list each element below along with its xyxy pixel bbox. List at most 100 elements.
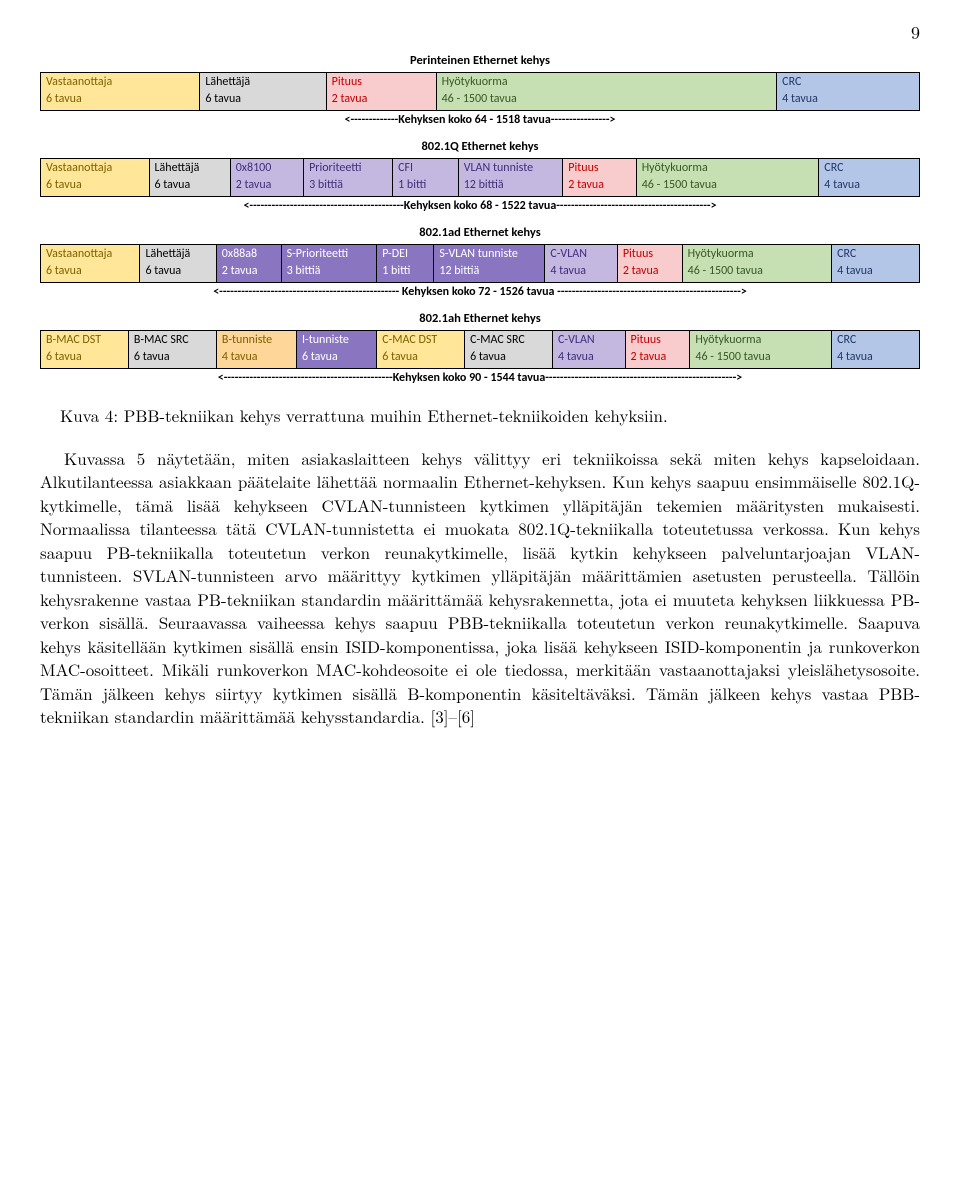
page-number: 9 [40,20,920,45]
cell-size: 46 - 1500 tavua [688,264,826,279]
frame-cell: 0x88a8 2 tavua [217,245,282,282]
frame-cell: CRC4 tavua [777,73,919,110]
frame-cell: Hyötykuorma 46 - 1500 tavua [637,159,820,196]
frame-cell: S-Prioriteetti 3 bittiä [282,245,378,282]
cell-size: 4 tavua [837,264,914,279]
cell-size: 46 - 1500 tavua [642,178,814,193]
cell-size: 12 bittiä [439,264,539,279]
cell-label: S-VLAN tunniste [439,247,539,262]
cell-label: B-tunniste [222,333,291,348]
frame-cell: B-MAC DST 6 tavua [41,331,129,368]
frame-cell: C-VLAN 4 tavua [545,245,618,282]
cell-size: 4 tavua [824,178,914,193]
cell-size: 4 tavua [837,350,914,365]
cell-size: 6 tavua [134,350,211,365]
cell-size: 1 bitti [382,264,428,279]
frame-cell: Hyötykuorma 46 - 1500 tavua [683,245,832,282]
frame-cell: I-tunniste6 tavua [297,331,377,368]
frame-cell: CRC4 tavua [819,159,919,196]
frame-row: B-MAC DST 6 tavua B-MAC SRC 6 tavua B-tunnis… [40,330,920,369]
frame-cell: B-tunniste 4 tavua [217,331,297,368]
frame-cell: C-MAC DST 6 tavua [377,331,465,368]
cell-label: CRC [837,333,914,348]
frame-cell: S-VLAN tunniste 12 bittiä [434,245,545,282]
cell-label: Pituus [332,75,431,90]
cell-label: Lähettäjä [205,75,320,90]
figure-caption: Kuva 4: PBB-tekniikan kehys verrattuna m… [60,403,920,427]
cell-size: 12 bittiä [464,178,558,193]
cell-label: S-Prioriteetti [287,247,372,262]
cell-label: P-DEI [382,247,428,262]
frame-cell: B-MAC SRC 6 tavua [129,331,217,368]
frame-cell: Hyötykuorma 46 - 1500 tavua [690,331,832,368]
cell-size: 46 - 1500 tavua [695,350,826,365]
cell-label: CRC [837,247,914,262]
cell-size: 6 tavua [46,92,194,107]
cell-label: Pituus [623,247,677,262]
cell-label: Vastaanottaja [46,161,144,176]
cell-label: C-VLAN [558,333,620,348]
frame-title: 802.1ah Ethernet kehys [40,311,920,326]
cell-size: 3 bittiä [309,178,387,193]
cell-size: 46 - 1500 tavua [442,92,772,107]
cell-size: 6 tavua [302,350,371,365]
cell-label: Vastaanottaja [46,247,134,262]
cell-label: Hyötykuorma [688,247,826,262]
cell-size: 6 tavua [46,350,123,365]
cell-label: C-MAC SRC [470,333,547,348]
frame-size-line: <-------------Kehyksen koko 64 - 1518 ta… [40,113,920,127]
frame-cell: Vastaanottaja 6 tavua [41,73,200,110]
cell-size: 4 tavua [782,92,914,107]
cell-label: Pituus [568,161,630,176]
cell-size: 6 tavua [46,264,134,279]
cell-label: Hyötykuorma [695,333,826,348]
cell-label: B-MAC SRC [134,333,211,348]
cell-label: Prioriteetti [309,161,387,176]
cell-label: Hyötykuorma [642,161,814,176]
cell-size: 2 tavua [623,264,677,279]
cell-size: 4 tavua [222,350,291,365]
cell-size: 6 tavua [46,178,144,193]
frame-title: Perinteinen Ethernet kehys [40,53,920,68]
cell-label: C-MAC DST [382,333,459,348]
frame-size-line: <---------------------------------------… [40,199,920,213]
frame-size-line: <---------------------------------------… [40,285,920,299]
cell-label: 0x88a8 [222,247,276,262]
cell-label: Pituus [631,333,685,348]
cell-label: Vastaanottaja [46,75,194,90]
cell-label: B-MAC DST [46,333,123,348]
cell-size: 1 bitti [398,178,453,193]
frame-title: 802.1ad Ethernet kehys [40,225,920,240]
frame-cell: Lähettäjä6 tavua [150,159,231,196]
cell-label: 0x8100 [236,161,298,176]
frame-cell: C-MAC SRC 6 tavua [465,331,553,368]
cell-label: Lähettäjä [145,247,210,262]
frame-cell: Lähettäjä 6 tavua [140,245,216,282]
cell-label: C-VLAN [550,247,612,262]
frame-cell: Pituus 2 tavua [626,331,691,368]
cell-size: 6 tavua [145,264,210,279]
cell-size: 6 tavua [470,350,547,365]
cell-size: 2 tavua [568,178,630,193]
frame-cell: Vastaanottaja 6 tavua [41,245,140,282]
frame-cell: Vastaanottaja 6 tavua [41,159,150,196]
frame-cell: VLAN tunniste 12 bittiä [459,159,564,196]
cell-size: 2 tavua [631,350,685,365]
cell-size: 6 tavua [382,350,459,365]
cell-size: 4 tavua [550,264,612,279]
frame-cell: CRC 4 tavua [832,245,919,282]
cell-label: VLAN tunniste [464,161,558,176]
cell-label: Hyötykuorma [442,75,772,90]
page: 9 Perinteinen Ethernet kehys Vastaanottaj… [0,0,960,768]
frame-cell: Pituus2 tavua [327,73,437,110]
cell-size: 4 tavua [558,350,620,365]
frame-diagrams: Perinteinen Ethernet kehys Vastaanottaja 6… [40,53,920,385]
frame-cell: Lähettäjä6 tavua [200,73,326,110]
frame-cell: Hyötykuorma 46 - 1500 tavua [437,73,778,110]
cell-label: Lähettäjä [155,161,225,176]
body-paragraph: Kuvassa 5 näytetään, miten asiakaslaitte… [40,447,920,728]
frame-cell: Prioriteetti 3 bittiä [304,159,393,196]
cell-size: 2 tavua [222,264,276,279]
cell-size: 3 bittiä [287,264,372,279]
frame-cell: C-VLAN 4 tavua [553,331,626,368]
